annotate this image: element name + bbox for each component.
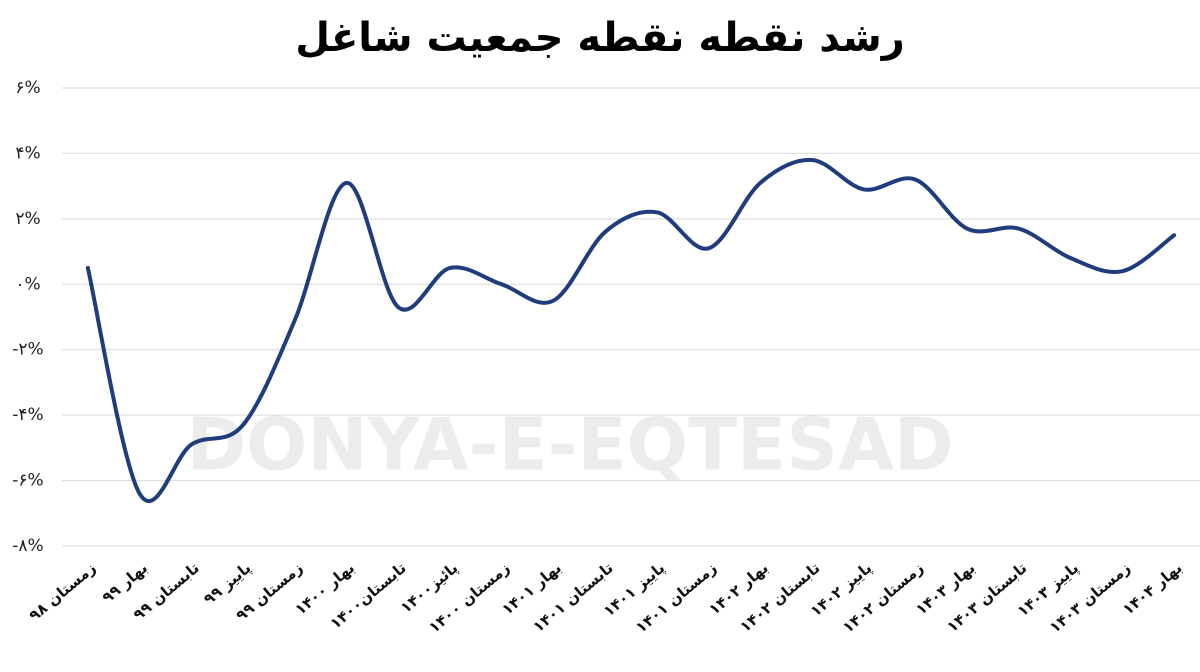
y-tick-label: -۲% [12, 340, 43, 360]
y-tick-label: ۲% [15, 209, 40, 229]
y-tick-label: -۸% [12, 536, 43, 556]
chart-title: رشد نقطه نقطه جمعیت شاغل [295, 15, 905, 61]
y-tick-label: ۶% [15, 78, 40, 98]
watermark: DONYA-E-EQTESAD [186, 403, 953, 487]
y-tick-label: -۶% [12, 471, 43, 491]
y-tick-label: ۰% [15, 274, 40, 294]
x-tick-label: زمستان ۹۸ [25, 559, 99, 625]
y-tick-label: -۴% [12, 405, 43, 425]
data-line [85, 157, 1177, 504]
y-tick-label: ۴% [15, 143, 40, 163]
